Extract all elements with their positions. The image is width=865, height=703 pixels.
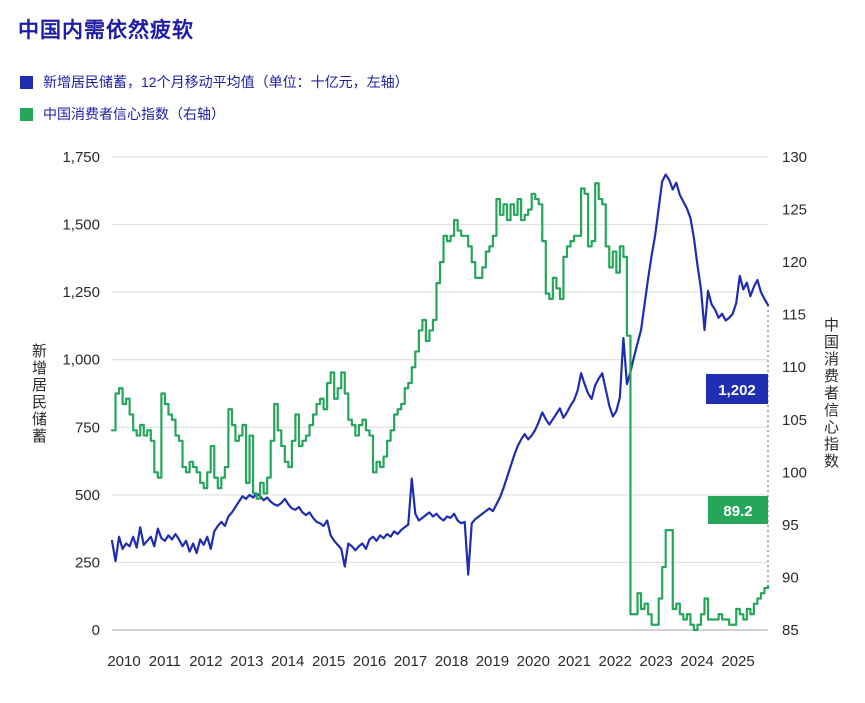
left-axis-title: 新增居民储蓄 bbox=[30, 342, 47, 445]
left-axis-tick-label: 250 bbox=[75, 554, 100, 571]
right-axis-tick-label: 120 bbox=[782, 254, 807, 271]
left-axis-tick-label: 1,500 bbox=[62, 217, 100, 234]
legend-item-savings: 新增居民储蓄，12个月移动平均值（单位：十亿元，左轴） bbox=[20, 72, 409, 92]
x-axis-tick-label: 2022 bbox=[599, 653, 632, 670]
x-axis-tick-label: 2017 bbox=[394, 653, 427, 670]
left-axis-tick-label: 750 bbox=[75, 419, 100, 436]
legend-item-cci: 中国消费者信心指数（右轴） bbox=[20, 104, 409, 124]
x-axis-tick-label: 2010 bbox=[107, 653, 140, 670]
x-axis-tick-label: 2011 bbox=[149, 653, 181, 670]
right-axis-tick-label: 125 bbox=[782, 202, 807, 219]
cci-line bbox=[110, 182, 770, 632]
legend-swatch-savings bbox=[20, 75, 33, 89]
svg-text:89.2: 89.2 bbox=[723, 503, 752, 520]
cci-end-value-badge: 89.2 bbox=[708, 496, 768, 524]
left-axis-tick-label: 0 bbox=[92, 622, 100, 639]
x-axis-tick-label: 2021 bbox=[558, 653, 591, 670]
x-axis-tick-label: 2020 bbox=[517, 653, 550, 670]
left-axis-tick-label: 500 bbox=[75, 487, 100, 504]
x-axis-tick-label: 2015 bbox=[312, 653, 345, 670]
legend-label-cci: 中国消费者信心指数（右轴） bbox=[43, 106, 225, 122]
legend-swatch-cci bbox=[20, 107, 33, 121]
left-axis-tick-label: 1,750 bbox=[62, 149, 100, 166]
right-axis-tick-label: 130 bbox=[782, 149, 807, 166]
page-title: 中国内需依然疲软 bbox=[18, 19, 194, 42]
savings-end-value-badge: 1,202 bbox=[706, 374, 768, 404]
right-axis-tick-label: 90 bbox=[782, 569, 799, 586]
svg-text:1,202: 1,202 bbox=[718, 382, 756, 399]
left-axis-tick-label: 1,000 bbox=[62, 352, 100, 369]
x-axis-tick-label: 2018 bbox=[435, 653, 468, 670]
legend: 新增居民储蓄，12个月移动平均值（单位：十亿元，左轴） 中国消费者信心指数（右轴… bbox=[20, 72, 409, 124]
right-axis-tick-label: 100 bbox=[782, 464, 807, 481]
left-axis-tick-label: 1,250 bbox=[62, 284, 100, 301]
x-axis-tick-label: 2016 bbox=[353, 653, 386, 670]
right-axis-tick-label: 85 bbox=[782, 622, 799, 639]
x-axis-tick-label: 2025 bbox=[721, 653, 754, 670]
right-axis-tick-label: 95 bbox=[782, 517, 799, 534]
x-axis-tick-label: 2024 bbox=[680, 653, 713, 670]
right-axis-tick-label: 115 bbox=[782, 307, 806, 324]
x-axis-tick-label: 2013 bbox=[230, 653, 263, 670]
x-axis-tick-label: 2019 bbox=[476, 653, 509, 670]
savings-line bbox=[110, 173, 770, 576]
x-axis-tick-label: 2023 bbox=[639, 653, 672, 670]
right-axis-tick-label: 110 bbox=[782, 359, 806, 376]
right-axis-title: 中国消费者信心指数 bbox=[822, 317, 839, 470]
x-axis-tick-label: 2014 bbox=[271, 653, 304, 670]
right-axis-tick-label: 105 bbox=[782, 412, 807, 429]
x-axis-tick-label: 2012 bbox=[189, 653, 222, 670]
legend-label-savings: 新增居民储蓄，12个月移动平均值（单位：十亿元，左轴） bbox=[43, 74, 409, 90]
